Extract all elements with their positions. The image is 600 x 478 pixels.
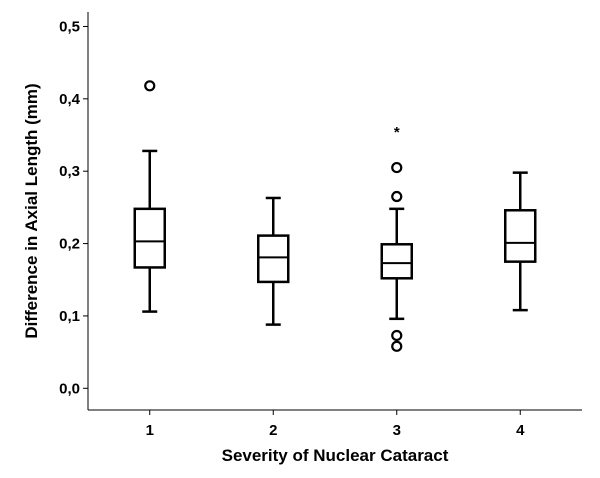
x-axis-label: Severity of Nuclear Cataract [222,446,449,465]
y-tick-label: 0,3 [59,163,80,180]
y-axis-label: Difference in Axial Length (mm) [22,83,41,338]
box-category-2 [257,196,290,326]
y-tick-label: 0,2 [59,236,80,253]
outlier-point [391,190,403,203]
x-ticks: 1 2 3 4 [146,410,525,439]
y-ticks: 0,0 0,1 0,2 0,3 0,4 0,5 [59,18,88,397]
iqr-box [257,234,290,284]
outlier-point [391,340,403,352]
iqr-box [133,207,166,269]
x-tick-label: 4 [516,422,525,439]
box-category-3: * [380,124,413,352]
x-tick-label: 3 [393,422,401,439]
x-tick-label: 2 [269,422,277,439]
box-category-1 [133,80,166,313]
extreme-point: * [394,124,400,141]
y-tick-label: 0,4 [59,91,81,108]
outlier-point [391,161,403,174]
y-tick-label: 0,1 [59,308,80,325]
box-category-4 [504,171,537,312]
x-tick-label: 1 [146,422,154,439]
outlier-point [391,329,403,342]
y-tick-label: 0,5 [59,18,80,35]
y-tick-label: 0,0 [59,380,80,397]
iqr-box [504,209,537,263]
boxes: * [133,80,537,352]
iqr-box [380,243,413,280]
axes [87,12,582,411]
outlier-point [144,80,156,92]
